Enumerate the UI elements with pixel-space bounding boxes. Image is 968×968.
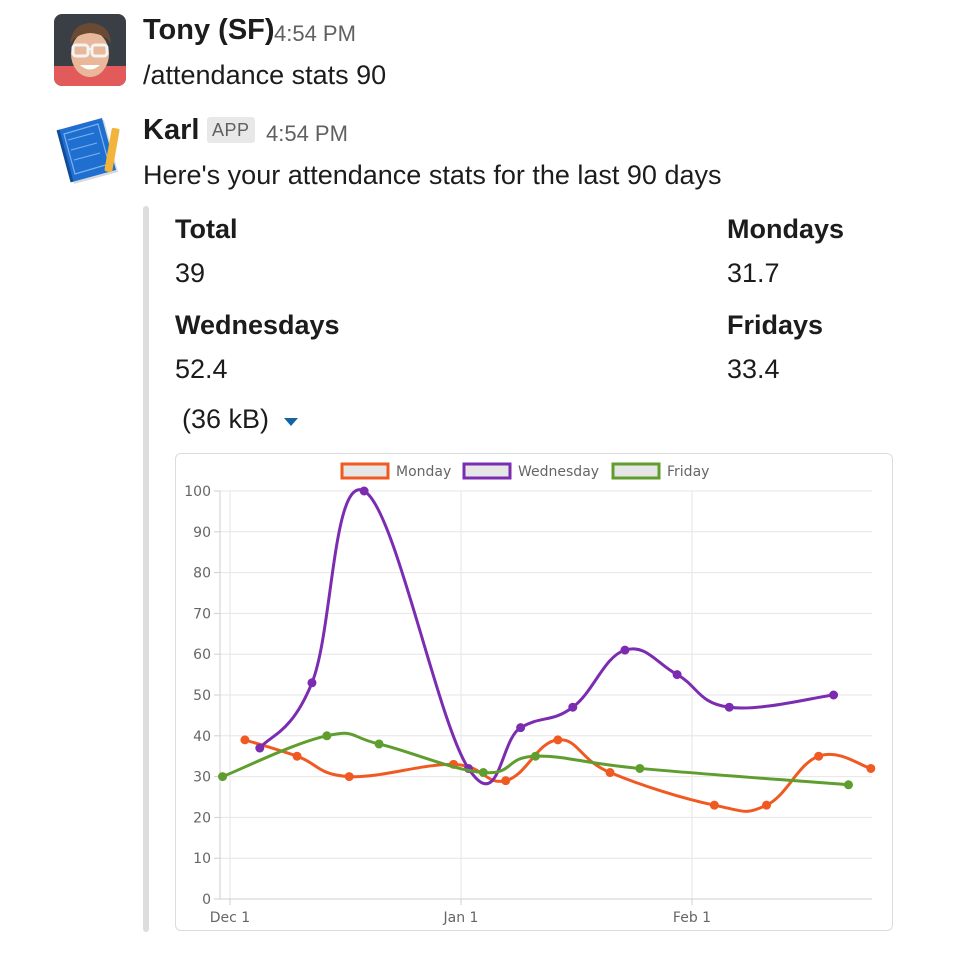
y-tick-label: 30 (193, 770, 211, 786)
timestamp[interactable]: 4:54 PM (274, 21, 356, 46)
legend-swatch-friday (611, 462, 661, 480)
data-point-friday (843, 780, 853, 790)
data-point-friday (374, 739, 384, 749)
data-point-monday (762, 800, 772, 810)
legend-label-monday: Monday (396, 464, 451, 480)
data-point-wednesday (620, 645, 630, 655)
series-line-wednesday (258, 488, 834, 786)
attendance-line-chart: 0 10 20 30 40 50 60 70 80 90 100 Dec 1 Jan 1 Feb 1 Mon… (184, 462, 876, 926)
data-point-monday (292, 751, 302, 761)
field-title-fridays: Fridays (727, 310, 824, 340)
caret-down-icon[interactable] (284, 418, 298, 426)
file-size: (36 kB) (182, 404, 270, 434)
legend-label-friday: Friday (667, 464, 709, 480)
data-point-friday (635, 763, 645, 773)
data-point-friday (478, 768, 488, 778)
data-point-wednesday (672, 670, 682, 680)
person-avatar-icon (54, 14, 126, 86)
field-value-fridays: 33.4 (727, 354, 780, 384)
message-text: /attendance stats 90 (143, 60, 387, 90)
data-point-friday (322, 731, 332, 741)
data-point-monday (605, 768, 615, 778)
avatar-tony[interactable] (54, 14, 126, 86)
field-value-total: 39 (175, 258, 206, 288)
data-point-friday (531, 751, 541, 761)
chart-image[interactable]: 0 10 20 30 40 50 60 70 80 90 100 Dec 1 Jan 1 Feb 1 Mon… (175, 453, 893, 931)
data-point-monday (553, 735, 563, 745)
data-point-friday (218, 772, 228, 782)
y-tick-label: 70 (193, 606, 211, 622)
x-tick-label: Jan 1 (443, 910, 479, 926)
data-point-monday (240, 735, 250, 745)
field-title-wednesdays: Wednesdays (175, 310, 340, 340)
data-point-wednesday (516, 723, 526, 733)
data-point-wednesday (829, 690, 839, 700)
y-tick-label: 100 (184, 484, 211, 500)
y-tick-label: 90 (193, 525, 211, 541)
data-point-wednesday (307, 678, 317, 688)
y-tick-label: 40 (193, 729, 211, 745)
data-point-monday (866, 763, 876, 773)
author-name[interactable]: Tony (SF) (143, 14, 275, 46)
data-point-wednesday (255, 743, 265, 753)
y-tick-label: 60 (193, 647, 211, 663)
data-point-monday (344, 772, 354, 782)
legend-swatch-monday (340, 462, 390, 480)
x-tick-label: Feb 1 (673, 910, 711, 926)
avatar-karl[interactable] (54, 114, 126, 186)
author-name[interactable]: Karl (143, 114, 200, 146)
data-point-monday (709, 800, 719, 810)
attachment-bar (143, 206, 149, 932)
field-value-wednesdays: 52.4 (175, 354, 228, 384)
data-point-wednesday (359, 486, 369, 496)
blueprint-book-icon (54, 114, 126, 186)
data-point-wednesday (568, 702, 578, 712)
y-tick-label: 20 (193, 810, 211, 826)
timestamp[interactable]: 4:54 PM (266, 121, 348, 146)
x-tick-label: Dec 1 (210, 910, 250, 926)
app-badge: APP (207, 117, 255, 143)
series-line-monday (244, 738, 872, 813)
y-tick-label: 80 (193, 566, 211, 582)
legend-label-wednesday: Wednesday (518, 464, 599, 480)
y-tick-label: 0 (202, 892, 211, 908)
y-tick-label: 10 (193, 851, 211, 867)
data-point-monday (501, 776, 511, 786)
field-title-total: Total (175, 214, 238, 244)
y-tick-label: 50 (193, 688, 211, 704)
field-title-mondays: Mondays (727, 214, 845, 244)
message-text: Here's your attendance stats for the las… (143, 160, 722, 190)
legend-swatch-wednesday (462, 462, 512, 480)
data-point-monday (814, 751, 824, 761)
field-value-mondays: 31.7 (727, 258, 780, 288)
data-point-wednesday (724, 702, 734, 712)
